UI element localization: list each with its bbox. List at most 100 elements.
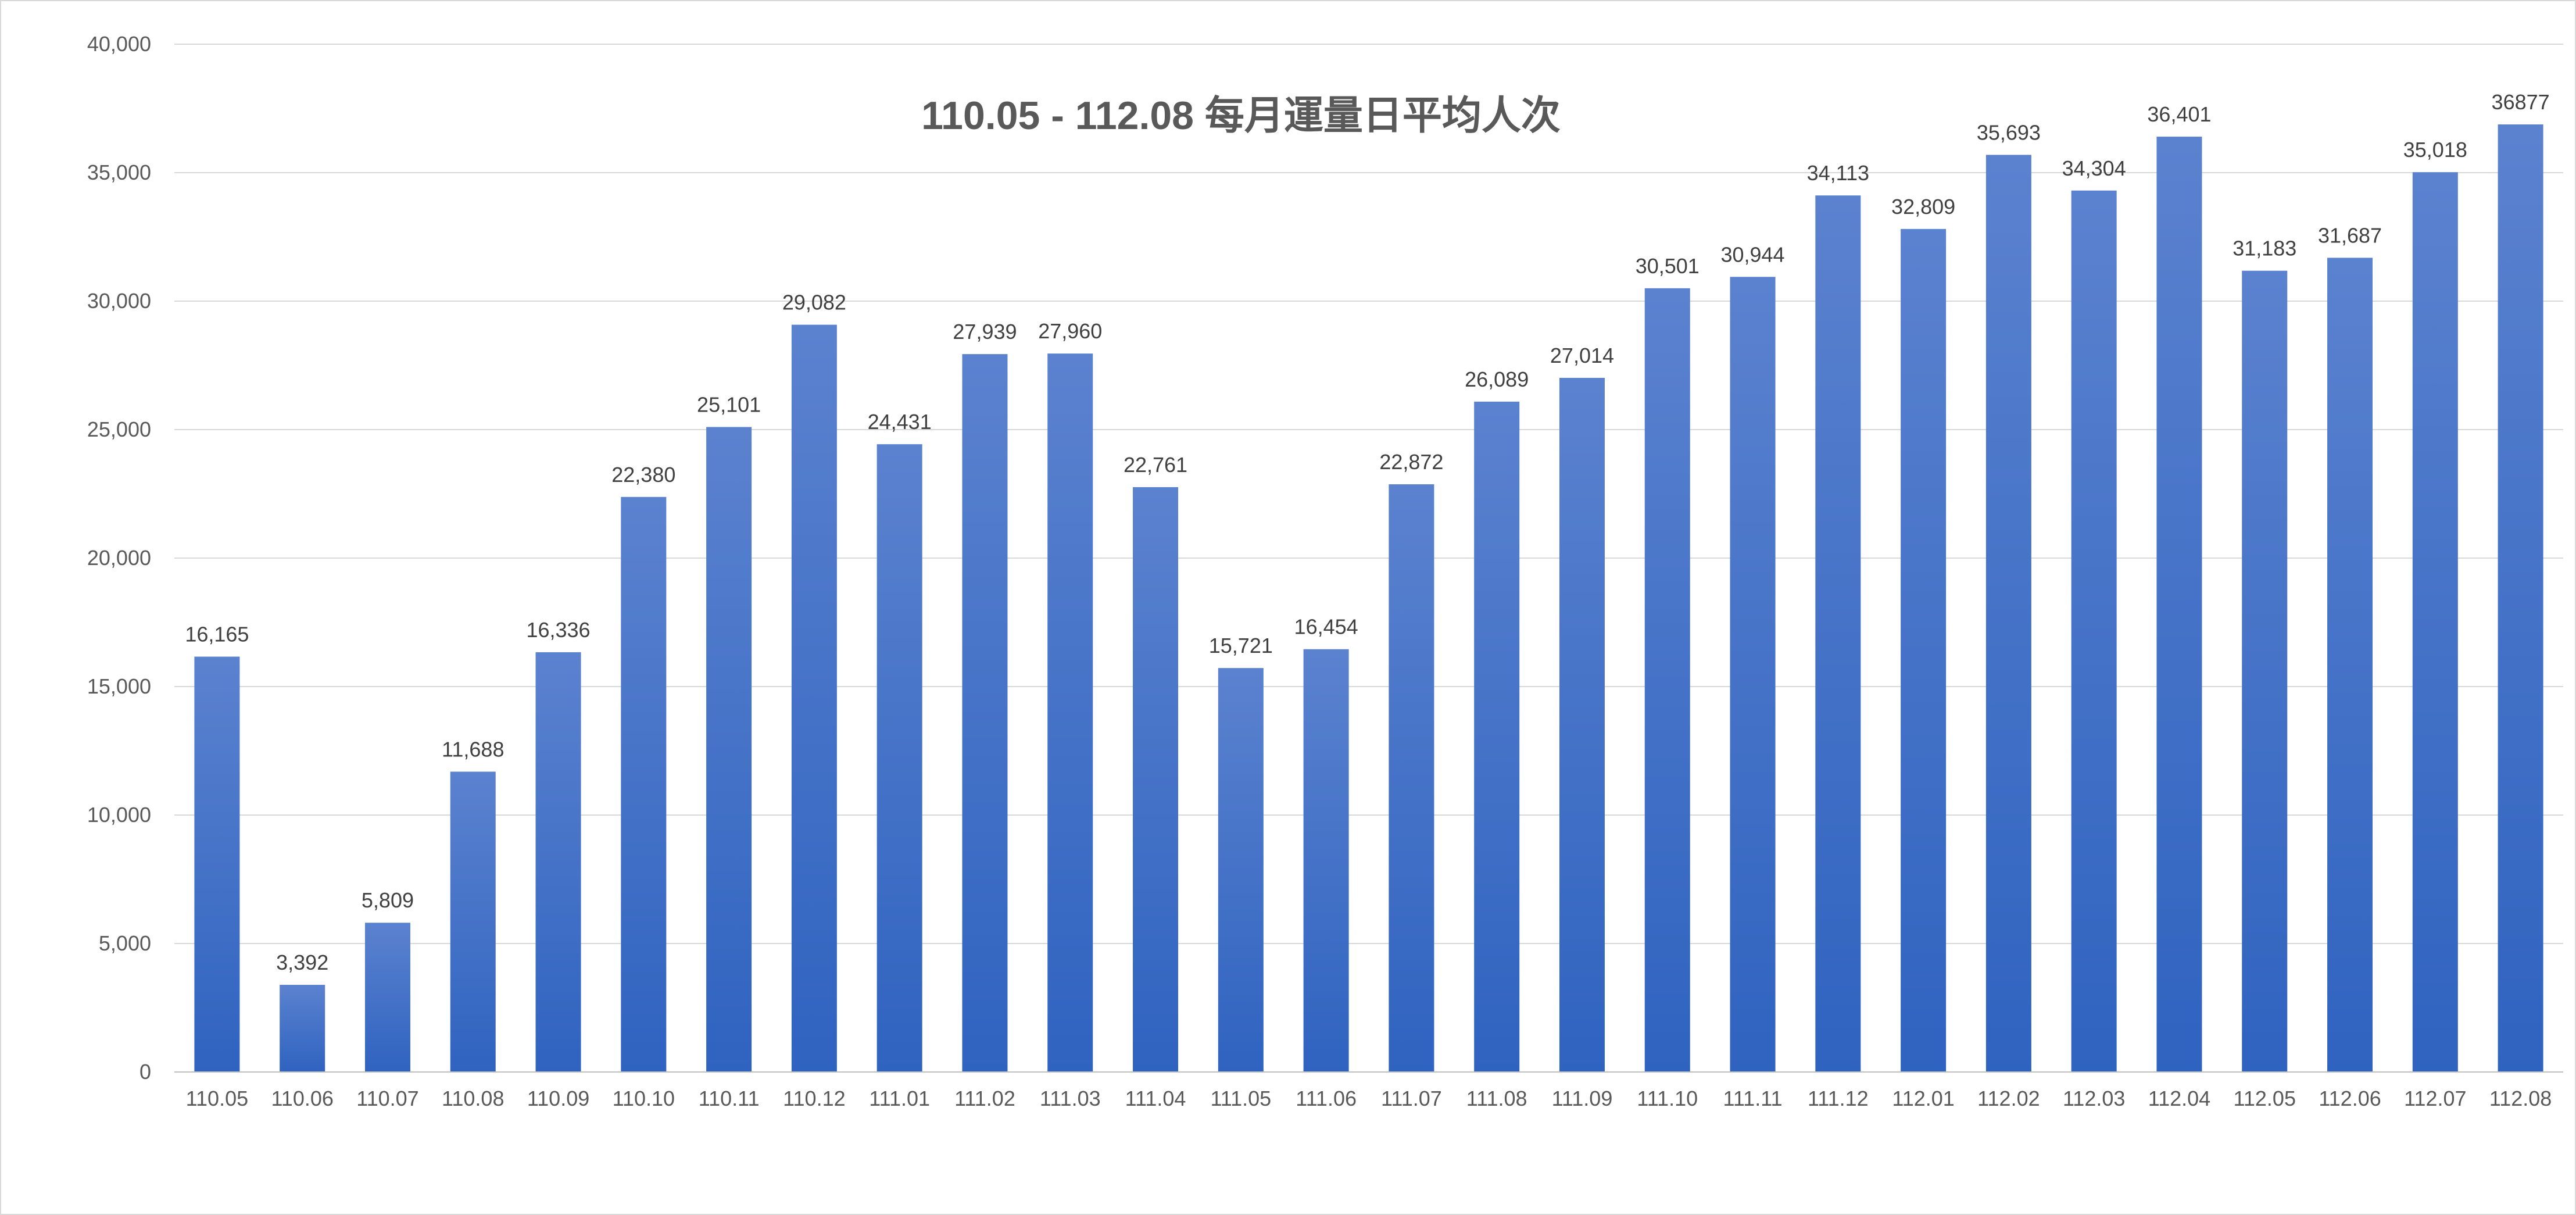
bar-111.08 — [1474, 401, 1520, 1072]
bar-110.07 — [364, 923, 410, 1072]
data-label: 27,014 — [1550, 344, 1614, 367]
bar-112.08 — [2498, 124, 2543, 1072]
x-tick-label: 112.05 — [2234, 1087, 2296, 1110]
data-label: 34,304 — [2062, 156, 2126, 180]
data-label: 26,089 — [1465, 367, 1529, 391]
data-label: 36,401 — [2147, 102, 2211, 126]
x-tick-label: 110.07 — [356, 1087, 418, 1110]
bar-110.09 — [535, 652, 581, 1072]
chart-title: 110.05 - 112.08 每月運量日平均人次 — [921, 94, 1561, 138]
bar-112.04 — [2156, 137, 2202, 1072]
bar-111.01 — [876, 444, 922, 1072]
bar-112.05 — [2242, 270, 2288, 1072]
data-label: 30,501 — [1636, 254, 1700, 278]
y-tick-label: 30,000 — [87, 289, 151, 313]
y-axis-ticks: 0 5,000 10,000 15,000 20,000 25,000 30,000 35,0… — [87, 32, 151, 1084]
data-label: 22,872 — [1379, 450, 1443, 474]
y-tick-label: 10,000 — [87, 803, 151, 827]
x-tick-label: 111.07 — [1381, 1087, 1442, 1110]
y-tick-label: 15,000 — [87, 674, 151, 698]
data-label: 31,183 — [2232, 237, 2296, 260]
x-tick-label: 111.02 — [954, 1087, 1015, 1110]
gridlines — [174, 44, 2563, 944]
data-label: 30,944 — [1720, 242, 1784, 266]
bar-112.06 — [2327, 258, 2373, 1073]
x-tick-label: 110.05 — [186, 1087, 248, 1110]
bar-111.11 — [1730, 277, 1776, 1073]
bar-111.09 — [1559, 377, 1605, 1072]
bar-110.10 — [621, 496, 667, 1072]
data-label: 27,939 — [953, 320, 1017, 344]
data-label: 31,687 — [2318, 223, 2382, 247]
x-tick-label: 110.08 — [442, 1087, 504, 1110]
y-tick-label: 5,000 — [99, 931, 151, 955]
x-tick-label: 111.11 — [1723, 1087, 1782, 1110]
x-tick-label: 111.06 — [1296, 1087, 1357, 1110]
x-tick-label: 112.03 — [2063, 1087, 2125, 1110]
x-tick-label: 111.12 — [1808, 1087, 1869, 1110]
x-tick-label: 111.09 — [1552, 1087, 1613, 1110]
x-axis-ticks: 110.05 110.06 110.07 110.08 110.09 110.10 110.… — [186, 1087, 2552, 1110]
data-label: 15,721 — [1209, 634, 1273, 657]
data-label: 35,018 — [2403, 138, 2467, 162]
y-tick-label: 20,000 — [87, 546, 151, 570]
data-label: 3,392 — [276, 950, 328, 974]
data-label: 32,809 — [1891, 195, 1955, 219]
bar-112.01 — [1901, 228, 1947, 1073]
y-tick-label: 25,000 — [87, 417, 151, 441]
x-tick-label: 111.05 — [1210, 1087, 1271, 1110]
data-label: 27,960 — [1038, 319, 1102, 343]
bar-111.10 — [1644, 288, 1690, 1072]
x-tick-label: 110.12 — [783, 1087, 845, 1110]
x-tick-label: 111.01 — [869, 1087, 930, 1110]
x-tick-label: 110.09 — [527, 1087, 589, 1110]
x-tick-label: 111.04 — [1125, 1087, 1186, 1110]
bar-111.06 — [1303, 649, 1349, 1072]
data-label: 36877 — [2492, 90, 2550, 114]
bars — [194, 124, 2543, 1073]
bar-112.07 — [2412, 172, 2458, 1073]
x-tick-label: 112.08 — [2489, 1087, 2552, 1110]
data-label: 11,688 — [442, 737, 504, 761]
data-label: 25,101 — [697, 393, 761, 417]
bar-110.12 — [791, 324, 837, 1072]
x-tick-label: 110.11 — [699, 1087, 760, 1110]
data-label: 16,165 — [185, 623, 249, 646]
x-tick-label: 111.08 — [1466, 1087, 1527, 1110]
y-tick-label: 40,000 — [87, 32, 151, 56]
x-tick-label: 112.07 — [2404, 1087, 2466, 1110]
bar-111.12 — [1815, 195, 1861, 1072]
data-label: 5,809 — [362, 888, 414, 912]
x-tick-label: 110.06 — [271, 1087, 333, 1110]
x-tick-label: 112.01 — [1892, 1087, 1954, 1110]
x-tick-label: 112.02 — [1977, 1087, 2040, 1110]
data-label: 22,761 — [1124, 453, 1187, 477]
bar-111.03 — [1047, 353, 1093, 1073]
data-label: 16,336 — [526, 618, 590, 642]
data-label: 35,693 — [1977, 120, 2041, 144]
bar-110.11 — [706, 427, 752, 1072]
x-tick-label: 110.10 — [613, 1087, 675, 1110]
x-tick-label: 111.10 — [1637, 1087, 1698, 1110]
y-tick-label: 0 — [139, 1060, 151, 1084]
y-tick-label: 35,000 — [87, 160, 151, 184]
data-label: 29,082 — [782, 291, 846, 315]
bar-110.08 — [450, 771, 496, 1072]
bar-110.05 — [194, 656, 240, 1072]
data-label: 24,431 — [868, 410, 932, 434]
data-labels: 16,165 3,392 5,809 11,688 16,336 22,380 25,101… — [185, 90, 2549, 974]
bar-112.02 — [1985, 155, 2031, 1072]
data-label: 22,380 — [611, 463, 675, 487]
bar-112.03 — [2071, 190, 2117, 1073]
bar-110.06 — [280, 985, 325, 1072]
data-label: 16,454 — [1294, 615, 1358, 639]
bar-111.07 — [1389, 484, 1434, 1072]
x-tick-label: 112.06 — [2319, 1087, 2381, 1110]
bar-111.04 — [1133, 487, 1179, 1072]
bar-111.02 — [962, 354, 1008, 1072]
bar-111.05 — [1218, 668, 1264, 1072]
x-tick-label: 111.03 — [1040, 1087, 1101, 1110]
x-tick-label: 112.04 — [2148, 1087, 2210, 1110]
